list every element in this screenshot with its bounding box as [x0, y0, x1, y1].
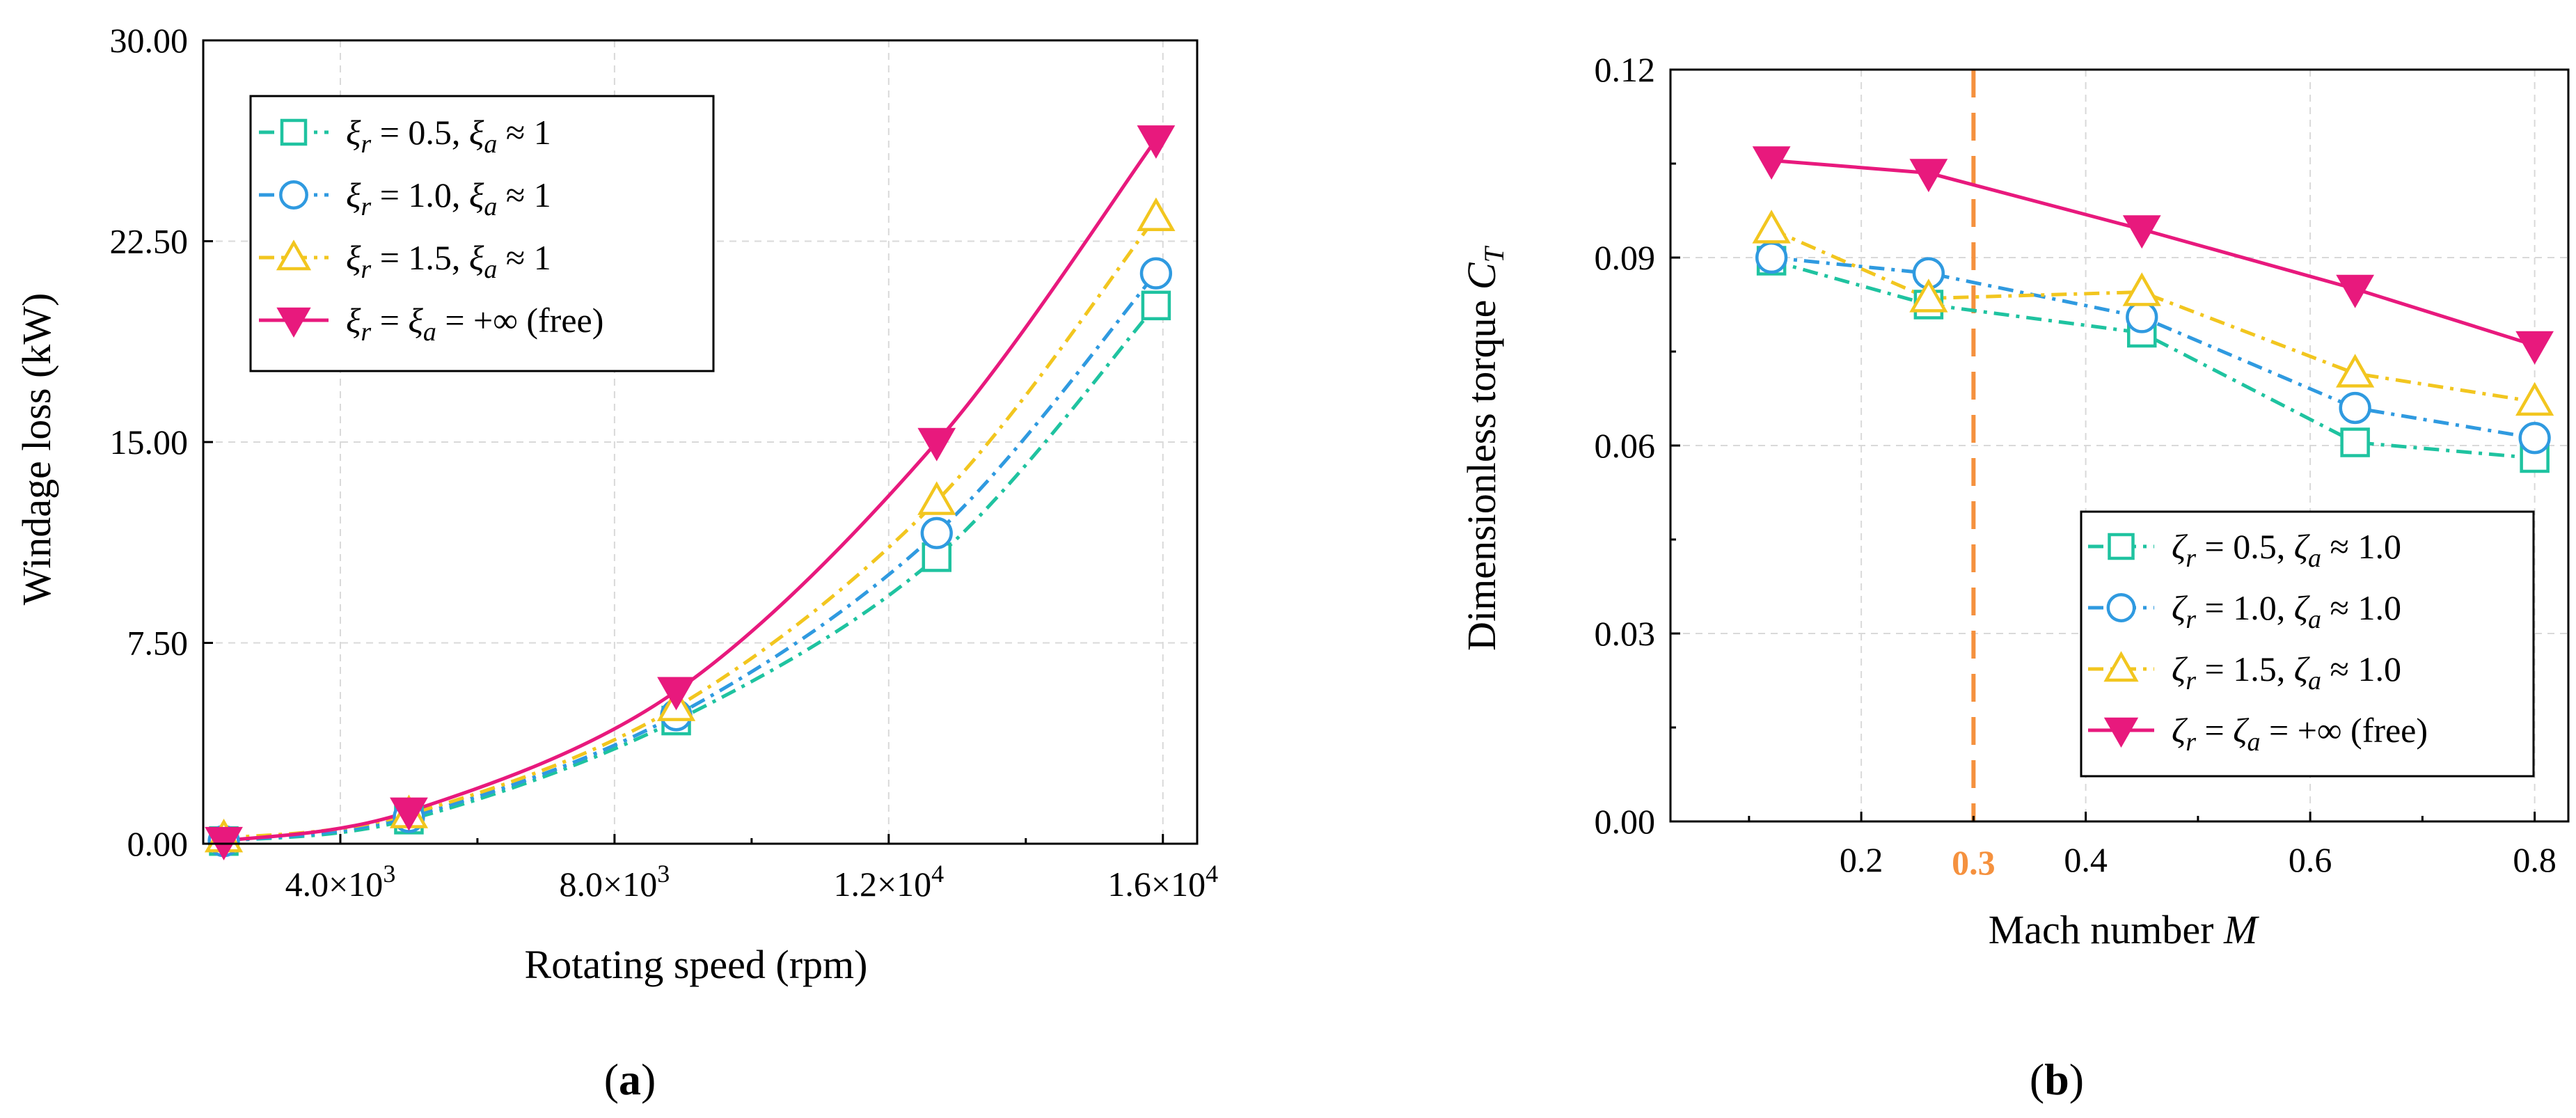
chart-a-series-0-line [223, 304, 1157, 843]
chart-b: 0.2 0.4 0.6 0.8 0.3 0.00 0.03 0.06 0.09 0.12 ζr =… [1459, 50, 2570, 1104]
chart-b-series-1-point-2 [2126, 301, 2158, 333]
chart-a-series-0-point-4 [1141, 290, 1171, 321]
chart-b-series-3-point-1 [1909, 159, 1948, 193]
chart-b-legend-item-0: ζr = 0.5, ζa ≈ 1.0 [2088, 527, 2401, 573]
chart-b-series-1-line [1771, 255, 2536, 440]
chart-a-ylabel: Windage loss (kW) [14, 293, 59, 606]
chart-a-series-2-point-4 [1137, 197, 1176, 231]
chart-a-series-3-point-2 [657, 677, 695, 711]
chart-a-xtick-label-1: 8.0×103 [560, 860, 670, 904]
chart-b-caption: (b) [2030, 1055, 2084, 1104]
chart-b-series-1-point-3 [2339, 391, 2371, 425]
chart-b-series-0-point-3 [2340, 427, 2370, 457]
chart-b-ytick-label-4: 0.12 [1595, 50, 1656, 89]
chart-a-legend-item-3-label: ξr = ξa = +∞ (free) [346, 301, 603, 347]
chart-b-legend-item-2-label: ζr = 1.5, ζa ≈ 1.0 [2172, 649, 2401, 695]
chart-a-xtick-label-2: 1.2×104 [833, 860, 944, 904]
chart-b-series-3-point-3 [2336, 274, 2374, 308]
chart-b-xtick-label-0: 0.2 [1840, 840, 1883, 879]
chart-b-xlabel: Mach number M [1989, 907, 2259, 952]
chart-b-ytick-label-0: 0.00 [1595, 802, 1656, 841]
chart-b-ytick-label-1: 0.03 [1595, 614, 1656, 653]
chart-a-ytick-label-2: 15.00 [110, 423, 189, 462]
chart-a-ytick-label-0: 0.00 [127, 824, 189, 863]
chart-a-legend-item-1-label: ξr = 1.0, ξa ≈ 1 [346, 175, 551, 221]
chart-a-series-3-point-1 [390, 797, 428, 831]
chart-a-series-2-point-3 [917, 481, 956, 515]
chart-a-ytick-label-1: 7.50 [127, 624, 189, 663]
chart-b-xtick-label-1: 0.4 [2064, 840, 2108, 879]
chart-b-series-2-point-4 [2515, 381, 2554, 416]
chart-a-series-3-point-4 [1137, 125, 1176, 159]
chart-a-legend-item-3: ξr = ξa = +∞ (free) [259, 301, 603, 347]
chart-a-xtick-label-0: 4.0×103 [285, 860, 396, 904]
chart-b-series-3-point-2 [2122, 215, 2161, 249]
chart-a-xtick-label-3: 1.6×104 [1107, 860, 1218, 904]
chart-b-legend-item-1: ζr = 1.0, ζa ≈ 1.0 [2088, 588, 2401, 634]
chart-a-series-2-line [223, 216, 1157, 840]
chart-a-legend-item-2-marker [276, 239, 312, 271]
chart-b-legend-item-1-label: ζr = 1.0, ζa ≈ 1.0 [2172, 588, 2401, 634]
chart-b-series-1-point-4 [2518, 422, 2551, 455]
chart-b-ylabel: Dimensionless torque CT [1459, 245, 1510, 650]
chart-b-legend-item-0-marker [2108, 533, 2135, 560]
chart-b-threshold-label: 0.3 [1952, 843, 1996, 882]
chart-a-ytick-label-3: 22.50 [110, 222, 189, 261]
chart-a-legend-item-2-label: ξr = 1.5, ξa ≈ 1 [346, 238, 551, 284]
chart-a-legend-item-0-label: ξr = 0.5, ξa ≈ 1 [346, 113, 551, 159]
chart-a-series-3-line [223, 138, 1157, 843]
chart-b-legend-item-2-marker [2103, 651, 2139, 682]
chart-a-xlabel: Rotating speed (rpm) [525, 942, 868, 987]
chart-a-legend-item-2: ξr = 1.5, ξa ≈ 1 [259, 238, 551, 284]
chart-a-legend: ξr = 0.5, ξa ≈ 1 ξr = 1.0, ξa ≈ 1 ξr = 1.5… [249, 95, 715, 372]
chart-b-series-2-point-0 [1752, 210, 1791, 244]
chart-b-ytick-label-2: 0.06 [1595, 426, 1656, 465]
chart-b-series-2-point-3 [2335, 354, 2375, 388]
chart-b-series-1-point-0 [1755, 241, 1788, 274]
chart-b-legend: ζr = 0.5, ζa ≈ 1.0 ζr = 1.0, ζa ≈ 1.0 ζr =… [2080, 510, 2535, 778]
chart-b-legend-item-2: ζr = 1.5, ζa ≈ 1.0 [2088, 649, 2401, 695]
chart-a-legend-box [249, 95, 715, 372]
chart-b-series-2-point-2 [2122, 272, 2161, 306]
chart-b-series-3-point-0 [1752, 146, 1791, 180]
chart-a-legend-item-1-marker [279, 180, 308, 210]
chart-b-legend-item-3-marker [2103, 717, 2139, 748]
chart-a-legend-item-1: ξr = 1.0, ξa ≈ 1 [259, 175, 551, 221]
chart-b-legend-item-3: ζr = ζa = +∞ (free) [2088, 711, 2428, 757]
chart-a-legend-item-0-marker [280, 118, 308, 146]
chart-b-series-0-line [1771, 259, 2535, 460]
chart-a-ytick-label-4: 30.00 [110, 21, 189, 60]
chart-b-series-2-point-1 [1909, 278, 1948, 313]
chart-b-xtick-label-3: 0.8 [2513, 840, 2557, 879]
chart-a-series-3-point-3 [917, 427, 956, 462]
chart-a: 4.0×103 8.0×103 1.2×104 1.6×104 0.00 7.50 15.0… [14, 21, 1218, 1104]
chart-b-legend-item-1-marker [2106, 593, 2136, 622]
chart-a-series-1-point-4 [1139, 257, 1173, 290]
chart-a-legend-item-0: ξr = 0.5, ξa ≈ 1 [259, 113, 551, 159]
chart-b-legend-box [2080, 510, 2535, 778]
chart-b-legend-item-3-label: ζr = ζa = +∞ (free) [2172, 711, 2428, 757]
chart-b-ytick-label-3: 0.09 [1595, 238, 1656, 277]
chart-b-xtick-label-2: 0.6 [2289, 840, 2332, 879]
chart-a-caption: (a) [604, 1055, 656, 1104]
chart-a-legend-item-3-marker [276, 307, 311, 338]
chart-b-legend-item-0-label: ζr = 0.5, ζa ≈ 1.0 [2172, 527, 2401, 573]
chart-a-series-1-point-3 [920, 517, 953, 549]
chart-b-series-3-point-4 [2515, 331, 2554, 365]
